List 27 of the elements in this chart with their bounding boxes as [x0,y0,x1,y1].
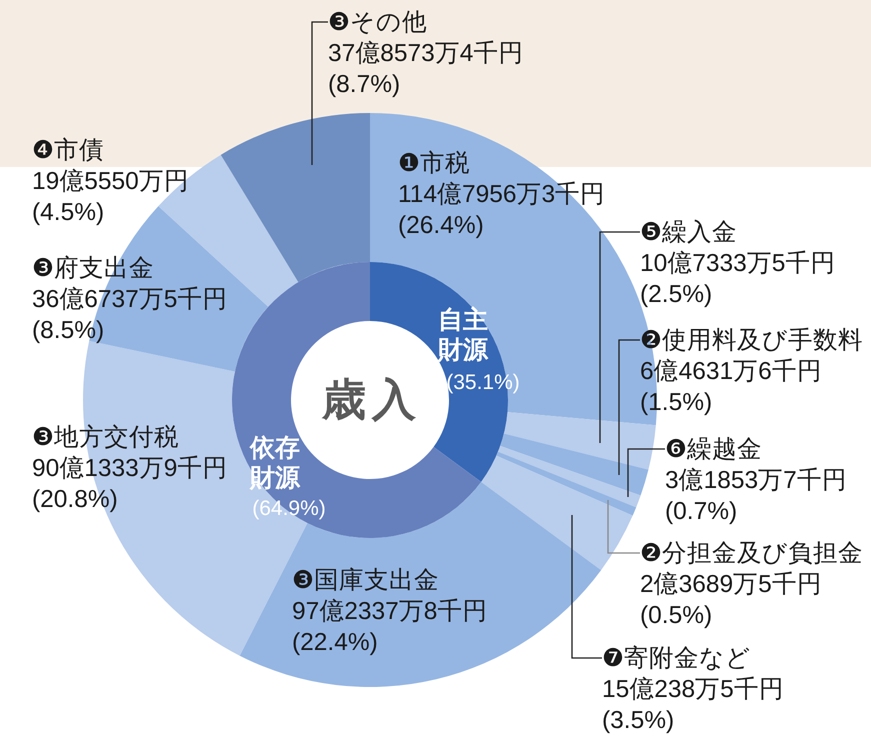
slice-label: ❹市債 [32,136,104,164]
data-label: (64.9%) [252,496,326,520]
slice-label: ❻繰越金 [665,436,762,462]
slice-label: 依存財源 [249,434,301,492]
slice-label: 自主財源 [437,306,489,364]
data-label: 37億8573万4千円 (8.7%) [328,40,524,98]
data-label: 19億5550万円 (4.5%) [32,168,189,226]
slice-label: ❷分担金及び負担金 [640,540,863,566]
data-label: 15億238万5千円 (3.5%) [602,676,784,734]
data-label: 36億6737万5千円 (8.5%) [32,286,228,344]
data-label: 3億1853万7千円 (0.7%) [665,466,847,524]
slice-label: ❷使用料及び手数料 [640,326,863,354]
slice-label: ❸府支出金 [32,254,154,282]
data-label: 6億4631万6千円 (1.5%) [640,358,822,416]
slice-label: ❶市税 [398,148,470,176]
data-label: 114億7956万3千円 (26.4%) [398,180,606,238]
data-label: 97億2337万8千円 (22.4%) [292,598,488,656]
slice-label: ❼寄附金など [602,644,751,672]
slice-label: ❺繰入金 [640,218,737,246]
data-label: 90億1333万9千円 (20.8%) [32,454,228,512]
data-label: (35.1%) [446,370,520,394]
slice-label: ❸国庫支出金 [292,566,439,594]
data-label: 10億7333万5千円 (2.5%) [640,250,836,308]
slice-label: ❸その他 [328,8,427,36]
slice-label: ❸地方交付税 [32,422,179,450]
data-label: 2億3689万5千円 (0.5%) [640,570,822,628]
text: 歳入 [321,376,422,424]
